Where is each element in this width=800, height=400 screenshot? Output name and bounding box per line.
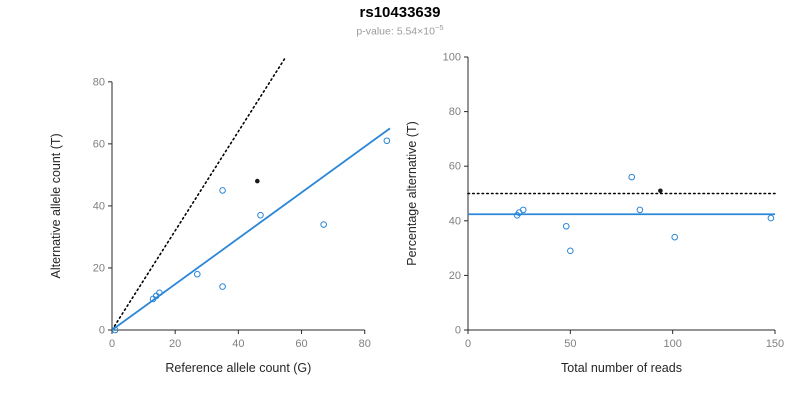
x-tick-label: 80 [359,338,371,350]
x-tick-label: 100 [663,338,681,350]
fit-line [111,127,391,331]
data-point [383,137,391,145]
y-tick-label: 60 [93,138,105,150]
data-point [671,233,679,241]
x-axis-label: Total number of reads [561,361,682,375]
x-tick-label: 40 [232,338,244,350]
figure-subtitle: p-value: 5.54×10−5 [0,23,800,38]
data-point [257,211,264,219]
pvalue-exponent: −5 [434,23,444,32]
data-point [519,206,527,214]
data-point [636,206,644,214]
y-tick-label: 40 [93,200,105,212]
x-tick-label: 50 [564,338,576,350]
x-tick-label: 0 [465,338,471,350]
y-tick-label: 0 [99,325,105,337]
data-point-filled [658,188,663,194]
data-point [156,289,163,297]
y-tick-label: 100 [443,52,461,64]
x-tick-label: 150 [766,338,784,350]
x-axis-label: Reference allele count (G) [165,361,311,375]
data-point [111,326,119,334]
y-tick-label: 80 [93,76,105,88]
y-tick-label: 60 [449,161,461,173]
y-tick-label: 80 [449,106,461,118]
x-tick-label: 0 [109,338,115,350]
data-point [193,270,201,278]
y-tick-label: 20 [449,270,461,282]
y-axis-label: Alternative allele count (T) [49,133,63,278]
x-tick-label: 60 [295,338,307,350]
y-tick-label: 20 [93,262,105,274]
data-point [628,173,636,181]
data-point [767,214,775,222]
data-point [562,222,570,230]
plot-2: 0 50 100 150 0 20 40 60 80 100 Total number of rea… [405,52,784,376]
expected-line [111,56,287,331]
data-point [320,221,327,228]
data-point [219,187,226,194]
y-tick-label: 0 [455,325,461,337]
plot-1: 0 20 40 60 80 0 20 40 60 80 Reference allele count… [49,56,391,375]
y-axis-label: Percentage alternative (T) [405,121,419,266]
y-tick-label: 40 [449,215,461,227]
x-tick-label: 20 [169,338,181,350]
data-point-filled [255,178,260,184]
pvalue-text: p-value: 5.54×10 [356,25,435,38]
data-point [567,247,574,255]
data-point [219,283,226,290]
figure-title: rs10433639 [359,4,441,21]
